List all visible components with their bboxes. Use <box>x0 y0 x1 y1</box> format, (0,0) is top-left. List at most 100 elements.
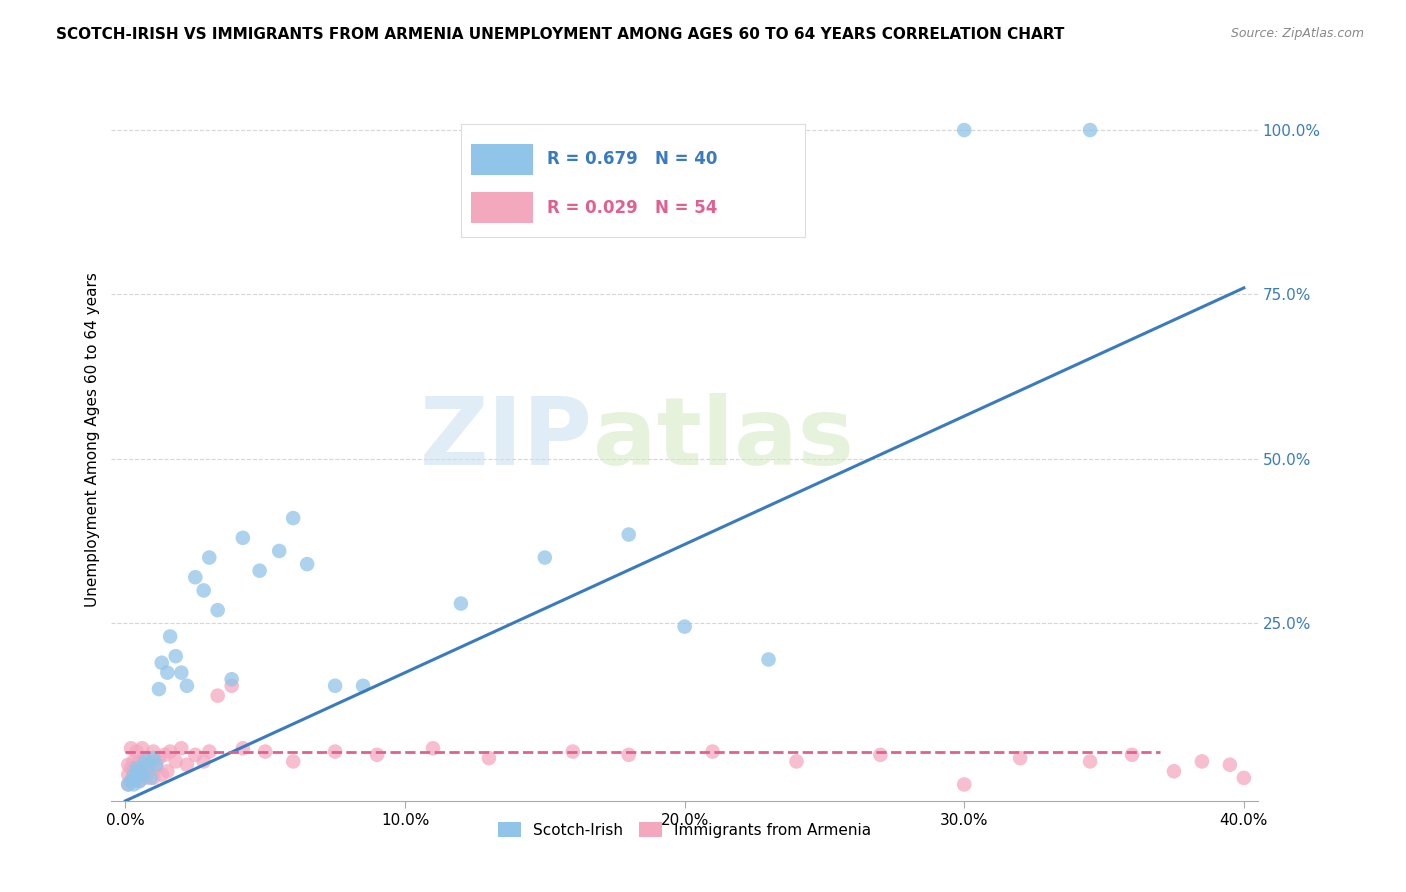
Point <box>207 689 229 703</box>
Point <box>120 741 142 756</box>
Point <box>170 741 193 756</box>
Point <box>617 527 640 541</box>
Point <box>120 761 142 775</box>
Point <box>1121 747 1143 762</box>
Point <box>366 747 388 762</box>
Point <box>139 771 162 785</box>
Point <box>142 745 165 759</box>
Point <box>117 777 139 791</box>
Point <box>131 741 153 756</box>
Point <box>184 747 207 762</box>
Point <box>1078 123 1101 137</box>
Point <box>1233 771 1256 785</box>
Point <box>221 672 243 686</box>
Point <box>165 755 187 769</box>
Point <box>125 745 148 759</box>
Point <box>150 767 173 781</box>
Point <box>159 745 181 759</box>
Point <box>150 656 173 670</box>
Point <box>156 665 179 680</box>
Point <box>617 747 640 762</box>
Point <box>673 619 696 633</box>
Point <box>221 679 243 693</box>
Point <box>184 570 207 584</box>
Point <box>122 771 145 785</box>
Point <box>953 123 976 137</box>
Point <box>148 682 170 697</box>
Point <box>207 603 229 617</box>
Point <box>125 761 148 775</box>
Point <box>128 764 150 779</box>
Point <box>323 679 346 693</box>
Point <box>170 665 193 680</box>
Point <box>125 771 148 785</box>
Point <box>533 550 555 565</box>
Point <box>283 511 305 525</box>
Point <box>450 597 472 611</box>
Point <box>117 777 139 791</box>
Point <box>1078 755 1101 769</box>
Point <box>953 777 976 791</box>
Point <box>128 755 150 769</box>
Point <box>198 745 221 759</box>
Point <box>120 774 142 789</box>
Point <box>142 751 165 765</box>
Point <box>122 767 145 781</box>
Text: ZIP: ZIP <box>420 393 593 485</box>
Point <box>145 757 167 772</box>
Point <box>1163 764 1185 779</box>
Point <box>295 557 318 571</box>
Point <box>422 741 444 756</box>
Point <box>193 583 215 598</box>
Point <box>165 649 187 664</box>
Point <box>269 544 291 558</box>
Point <box>561 745 583 759</box>
Point <box>198 550 221 565</box>
Point <box>1010 751 1032 765</box>
Point <box>128 774 150 789</box>
Point <box>232 531 254 545</box>
Point <box>117 767 139 781</box>
Point <box>136 764 159 779</box>
Point <box>128 774 150 789</box>
Point <box>176 679 198 693</box>
Point <box>120 774 142 789</box>
Point <box>193 755 215 769</box>
Point <box>122 777 145 791</box>
Point <box>1219 757 1241 772</box>
Text: Source: ZipAtlas.com: Source: ZipAtlas.com <box>1230 27 1364 40</box>
Point <box>153 747 176 762</box>
Point <box>869 747 891 762</box>
Point <box>134 751 156 765</box>
Point <box>145 761 167 775</box>
Point <box>156 764 179 779</box>
Point <box>323 745 346 759</box>
Point <box>478 751 501 765</box>
Point <box>142 771 165 785</box>
Point <box>702 745 724 759</box>
Point <box>139 757 162 772</box>
Point <box>758 652 780 666</box>
Point <box>159 630 181 644</box>
Point <box>131 767 153 781</box>
Point <box>254 745 277 759</box>
Point <box>131 767 153 781</box>
Point <box>785 755 807 769</box>
Point <box>125 764 148 779</box>
Point <box>134 755 156 769</box>
Y-axis label: Unemployment Among Ages 60 to 64 years: Unemployment Among Ages 60 to 64 years <box>86 272 100 607</box>
Legend: Scotch-Irish, Immigrants from Armenia: Scotch-Irish, Immigrants from Armenia <box>492 815 877 844</box>
Point <box>249 564 271 578</box>
Point <box>136 757 159 772</box>
Point <box>283 755 305 769</box>
Point <box>1191 755 1213 769</box>
Point <box>122 755 145 769</box>
Point <box>176 757 198 772</box>
Point <box>134 771 156 785</box>
Text: SCOTCH-IRISH VS IMMIGRANTS FROM ARMENIA UNEMPLOYMENT AMONG AGES 60 TO 64 YEARS C: SCOTCH-IRISH VS IMMIGRANTS FROM ARMENIA … <box>56 27 1064 42</box>
Point <box>148 751 170 765</box>
Point <box>117 757 139 772</box>
Point <box>232 741 254 756</box>
Point <box>352 679 374 693</box>
Text: atlas: atlas <box>593 393 853 485</box>
